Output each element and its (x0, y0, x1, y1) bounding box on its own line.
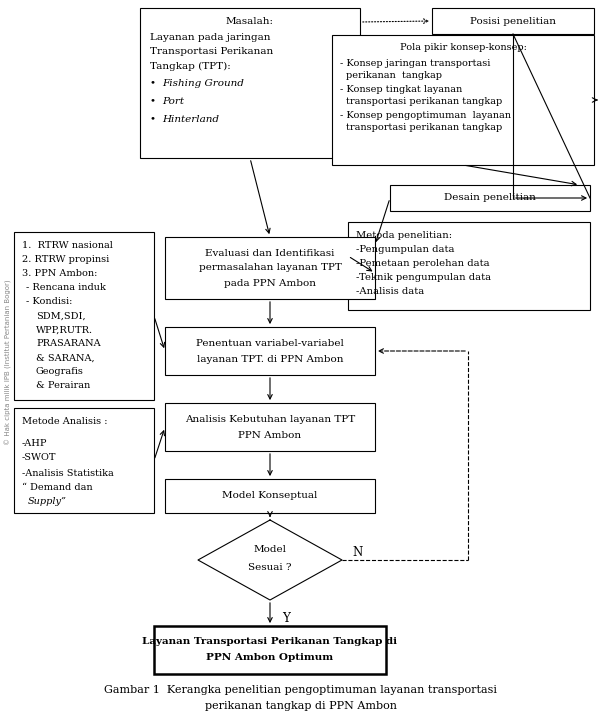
Text: -Pemetaan perolehan data: -Pemetaan perolehan data (356, 259, 489, 269)
Bar (390, 185, 590, 211)
Bar (140, 8, 360, 158)
Text: -Teknik pengumpulan data: -Teknik pengumpulan data (356, 274, 491, 282)
Text: 3. PPN Ambon:: 3. PPN Ambon: (22, 269, 98, 279)
Text: Layanan Transportasi Perikanan Tangkap di: Layanan Transportasi Perikanan Tangkap d… (143, 636, 397, 646)
Text: WPP,RUTR.: WPP,RUTR. (36, 326, 93, 334)
Text: & Perairan: & Perairan (36, 382, 90, 390)
Text: Pola pikir konsep-konsep:: Pola pikir konsep-konsep: (400, 43, 526, 51)
Text: & SARANA,: & SARANA, (36, 353, 95, 363)
Text: Metode Analisis :: Metode Analisis : (22, 418, 108, 426)
Bar (165, 237, 375, 299)
Text: perikanan  tangkap: perikanan tangkap (346, 72, 442, 80)
Text: -AHP: -AHP (22, 439, 48, 447)
Text: Gambar 1  Kerangka penelitian pengoptimuman layanan transportasi: Gambar 1 Kerangka penelitian pengoptimum… (105, 685, 497, 695)
Text: Supply”: Supply” (28, 497, 67, 505)
Bar (348, 222, 590, 310)
Text: Layanan pada jaringan: Layanan pada jaringan (150, 33, 270, 43)
Text: 2. RTRW propinsi: 2. RTRW propinsi (22, 256, 109, 264)
Text: Posisi penelitian: Posisi penelitian (470, 17, 556, 25)
Bar (165, 327, 375, 375)
Text: •: • (150, 116, 163, 125)
Text: Y: Y (282, 612, 290, 625)
Text: •: • (150, 80, 163, 88)
Text: PPN Ambon Optimum: PPN Ambon Optimum (206, 652, 334, 662)
Text: - Konsep jaringan transportasi: - Konsep jaringan transportasi (340, 59, 491, 67)
Text: -Analisis data: -Analisis data (356, 287, 424, 297)
Text: •: • (150, 98, 163, 106)
Text: layanan TPT. di PPN Ambon: layanan TPT. di PPN Ambon (197, 355, 343, 363)
Bar (14, 232, 154, 400)
Text: permasalahan layanan TPT: permasalahan layanan TPT (199, 264, 341, 272)
Text: - Konsep tingkat layanan: - Konsep tingkat layanan (340, 85, 462, 93)
Text: - Kondisi:: - Kondisi: (26, 298, 72, 306)
Text: Geografis: Geografis (36, 368, 84, 376)
Text: Masalah:: Masalah: (226, 17, 274, 27)
Text: N: N (353, 545, 363, 558)
Text: Metoda penelitian:: Metoda penelitian: (356, 232, 452, 240)
Bar (165, 403, 375, 451)
Text: Model Konseptual: Model Konseptual (222, 492, 318, 500)
Text: Transportasi Perikanan: Transportasi Perikanan (150, 48, 273, 56)
Text: “ Demand dan: “ Demand dan (22, 484, 93, 492)
Text: Fishing Ground: Fishing Ground (162, 80, 244, 88)
Text: Hinterland: Hinterland (162, 116, 219, 125)
Text: -SWOT: -SWOT (22, 453, 57, 463)
Text: 1.  RTRW nasional: 1. RTRW nasional (22, 242, 113, 251)
Text: PPN Ambon: PPN Ambon (238, 431, 302, 439)
Bar (14, 408, 154, 513)
Text: -Pengumpulan data: -Pengumpulan data (356, 245, 455, 255)
Text: Model: Model (253, 545, 287, 555)
Text: Port: Port (162, 98, 184, 106)
Text: transportasi perikanan tangkap: transportasi perikanan tangkap (346, 124, 502, 132)
Text: Penentuan variabel-variabel: Penentuan variabel-variabel (196, 339, 344, 348)
Text: perikanan tangkap di PPN Ambon: perikanan tangkap di PPN Ambon (205, 701, 397, 711)
Text: transportasi perikanan tangkap: transportasi perikanan tangkap (346, 98, 502, 106)
Text: PRASARANA: PRASARANA (36, 340, 101, 348)
Bar (165, 479, 375, 513)
Text: - Rencana induk: - Rencana induk (26, 284, 106, 292)
Text: pada PPN Ambon: pada PPN Ambon (224, 279, 316, 287)
Text: Analisis Kebutuhan layanan TPT: Analisis Kebutuhan layanan TPT (185, 415, 355, 424)
Text: Desain penelitian: Desain penelitian (444, 193, 536, 203)
Text: - Konsep pengoptimuman  layanan: - Konsep pengoptimuman layanan (340, 111, 511, 119)
Bar (332, 35, 594, 165)
Bar (432, 8, 594, 34)
Text: SDM,SDI,: SDM,SDI, (36, 311, 85, 321)
Bar (154, 626, 386, 674)
Text: © Hak cipta milik IPB (Institut Pertanian Bogor): © Hak cipta milik IPB (Institut Pertania… (4, 279, 11, 445)
Text: -Analisis Statistika: -Analisis Statistika (22, 468, 114, 478)
Text: Sesuai ?: Sesuai ? (248, 563, 292, 573)
Text: Tangkap (TPT):: Tangkap (TPT): (150, 62, 231, 70)
Polygon shape (198, 520, 342, 600)
Text: Evaluasi dan Identifikasi: Evaluasi dan Identifikasi (205, 248, 335, 258)
